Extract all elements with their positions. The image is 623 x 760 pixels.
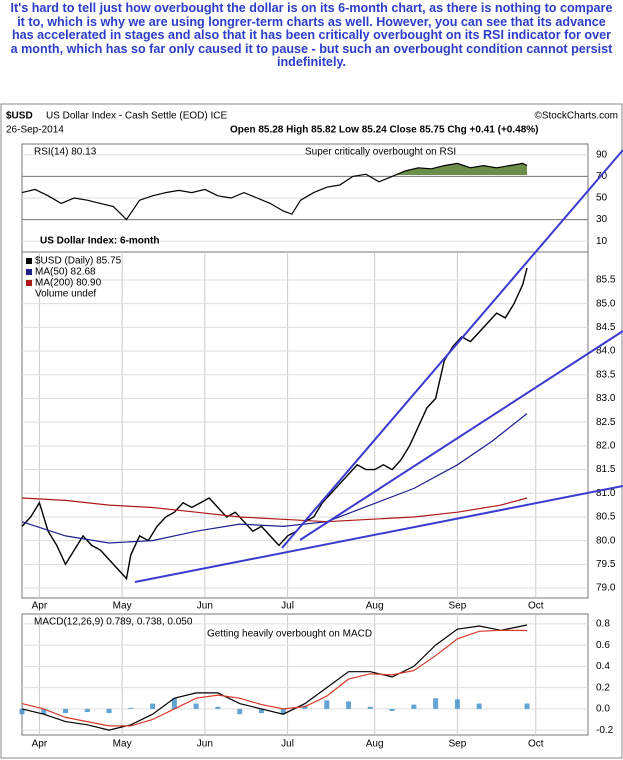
trend-line bbox=[134, 485, 623, 583]
histogram-bar bbox=[63, 708, 69, 714]
series-line bbox=[21, 162, 528, 221]
y-tick-label: 0.6 bbox=[596, 640, 610, 651]
y-tick-label: 82.0 bbox=[596, 440, 616, 451]
legend-entry: MACD(12,26,9) 0.789, 0.738, 0.050 bbox=[34, 617, 193, 628]
quote: Open 85.28 High 85.82 Low 85.24 Close 85… bbox=[230, 125, 538, 136]
x-tick-label: Apr bbox=[32, 739, 48, 750]
histogram-bar bbox=[106, 708, 112, 714]
series-line bbox=[21, 624, 528, 731]
x-tick-label: Sep bbox=[448, 739, 466, 750]
y-tick-label: 0.8 bbox=[596, 619, 610, 630]
histogram-bar bbox=[19, 708, 25, 715]
trend-line bbox=[281, 149, 623, 549]
histogram-bar bbox=[150, 703, 156, 709]
histogram-bar bbox=[476, 703, 482, 709]
date: 26-Sep-2014 bbox=[6, 125, 64, 136]
y-tick-label: 85.5 bbox=[596, 275, 616, 286]
series-line bbox=[21, 413, 528, 544]
histogram-bar bbox=[258, 708, 264, 714]
legend-entry: MA(50) 82.68 bbox=[35, 267, 96, 278]
y-tick-label: 84.5 bbox=[596, 322, 616, 333]
legend-entry: Volume undef bbox=[35, 289, 96, 300]
histogram-bar bbox=[411, 704, 417, 709]
y-tick-label: 0.0 bbox=[596, 704, 610, 715]
histogram-bar bbox=[41, 708, 47, 715]
x-tick-label: May bbox=[113, 601, 132, 612]
histogram-bar bbox=[171, 698, 177, 709]
y-tick-label: 81.0 bbox=[596, 488, 616, 499]
histogram-bar bbox=[128, 707, 134, 709]
x-tick-label: Jul bbox=[281, 739, 294, 750]
x-tick-label: Oct bbox=[528, 739, 544, 750]
y-tick-label: 50 bbox=[596, 193, 608, 204]
histogram-bar bbox=[389, 708, 395, 711]
y-tick-label: 82.5 bbox=[596, 417, 616, 428]
y-tick-label: 83.5 bbox=[596, 369, 616, 380]
legend-entry: MA(200) 80.90 bbox=[35, 278, 102, 289]
x-tick-label: Aug bbox=[366, 601, 384, 612]
x-tick-label: Apr bbox=[32, 601, 48, 612]
x-tick-label: Oct bbox=[528, 601, 544, 612]
series-line bbox=[21, 629, 528, 727]
legend-entry: $USD (Daily) 85.75 bbox=[35, 256, 122, 267]
x-tick-label: Jun bbox=[197, 601, 213, 612]
y-tick-label: 83.0 bbox=[596, 393, 616, 404]
annotation: Getting heavily overbought on MACD bbox=[207, 629, 372, 640]
symbol: $USD bbox=[6, 111, 33, 122]
y-tick-label: 90 bbox=[596, 149, 608, 160]
histogram-bar bbox=[193, 703, 199, 709]
y-tick-label: 70 bbox=[596, 171, 608, 182]
series-line bbox=[21, 497, 528, 523]
y-tick-label: 10 bbox=[596, 236, 608, 247]
legend-swatch bbox=[26, 269, 32, 275]
x-tick-label: Aug bbox=[366, 739, 384, 750]
x-tick-label: Sep bbox=[448, 601, 466, 612]
histogram-bar bbox=[367, 706, 373, 709]
annotation: Super critically overbought on RSI bbox=[305, 147, 456, 158]
note-text: It's hard to tell just how overbought th… bbox=[10, 1, 613, 70]
histogram-bar bbox=[215, 706, 221, 709]
histogram-bar bbox=[280, 708, 286, 715]
y-tick-label: 85.0 bbox=[596, 298, 616, 309]
histogram-bar bbox=[524, 703, 530, 709]
histogram-bar bbox=[346, 701, 352, 709]
trend-line bbox=[299, 330, 623, 541]
source: ©StockCharts.com bbox=[534, 111, 618, 122]
y-tick-label: 79.5 bbox=[596, 559, 616, 570]
annotation: US Dollar Index: 6-month bbox=[40, 236, 159, 247]
legend-entry: RSI(14) 80.13 bbox=[34, 147, 97, 158]
y-tick-label: 80.5 bbox=[596, 512, 616, 523]
y-tick-label: -0.2 bbox=[596, 725, 614, 736]
y-tick-label: 84.0 bbox=[596, 346, 616, 357]
histogram-bar bbox=[84, 708, 90, 713]
y-tick-label: 79.0 bbox=[596, 583, 616, 594]
legend-swatch bbox=[26, 280, 32, 286]
histogram-bar bbox=[454, 699, 460, 709]
x-tick-label: Jul bbox=[281, 601, 294, 612]
histogram-bar bbox=[324, 700, 330, 709]
panel bbox=[21, 613, 589, 736]
instrument-name: US Dollar Index - Cash Settle (EOD) ICE bbox=[46, 111, 227, 122]
y-tick-label: 81.5 bbox=[596, 464, 616, 475]
y-tick-label: 0.4 bbox=[596, 661, 610, 672]
histogram-bar bbox=[433, 698, 439, 709]
y-tick-label: 80.0 bbox=[596, 535, 616, 546]
y-tick-label: 30 bbox=[596, 214, 608, 225]
legend-swatch bbox=[26, 258, 32, 264]
x-tick-label: May bbox=[113, 739, 132, 750]
histogram-bar bbox=[237, 708, 243, 715]
y-tick-label: 0.2 bbox=[596, 682, 610, 693]
x-tick-label: Jun bbox=[197, 739, 213, 750]
